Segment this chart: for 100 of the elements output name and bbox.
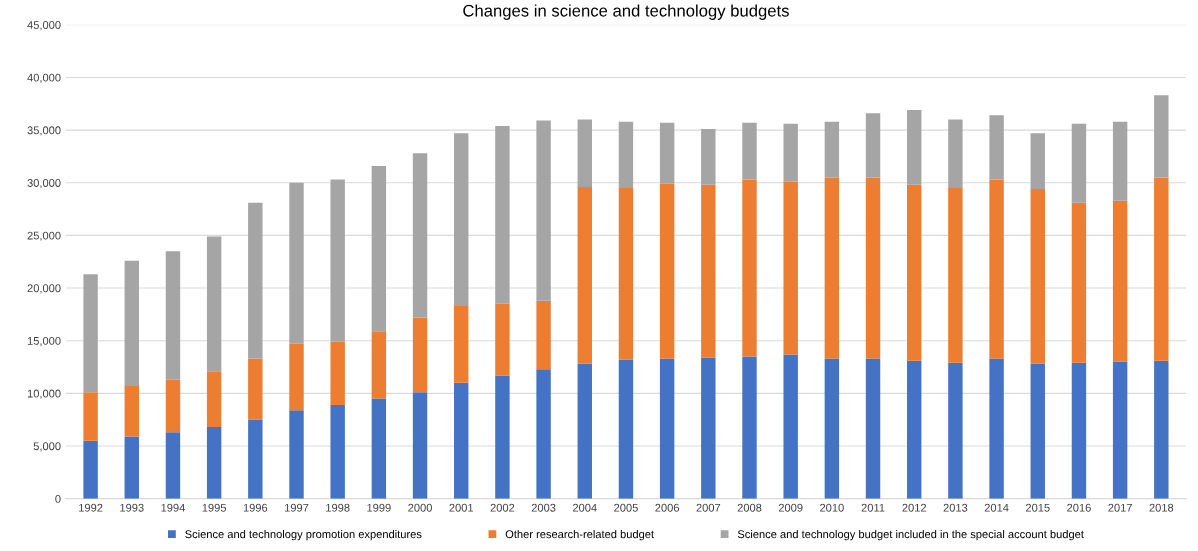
bar xyxy=(1154,95,1169,178)
x-tick-label: 1996 xyxy=(243,503,268,512)
bar xyxy=(165,251,181,380)
bar xyxy=(659,358,675,499)
bar xyxy=(989,115,1004,180)
y-tick-label: 15,000 xyxy=(27,336,61,347)
x-tick-label: 2013 xyxy=(943,503,968,512)
x-tick-label: 1992 xyxy=(79,503,103,512)
x-tick-label: 2016 xyxy=(1067,503,1091,512)
bar xyxy=(371,398,387,499)
bar xyxy=(412,317,428,393)
chart-title: Changes in science and technology budgets xyxy=(463,4,789,20)
x-tick-label: 2001 xyxy=(449,503,474,512)
bar xyxy=(1112,361,1128,499)
bar xyxy=(454,382,469,499)
bar xyxy=(989,358,1004,499)
bar xyxy=(536,369,551,499)
x-tick-label: 1999 xyxy=(367,503,391,512)
bar xyxy=(1030,189,1045,364)
bar xyxy=(907,110,922,185)
bar xyxy=(495,303,510,376)
x-tick-label: 1995 xyxy=(202,503,227,512)
bar xyxy=(289,343,304,411)
bar xyxy=(1112,200,1128,362)
bar xyxy=(659,183,675,359)
x-tick-label: 1993 xyxy=(120,503,144,512)
bar xyxy=(248,358,263,420)
bar xyxy=(989,179,1004,359)
bar xyxy=(824,177,840,359)
bar xyxy=(124,385,139,437)
bar xyxy=(371,165,387,332)
bar xyxy=(248,202,263,359)
bar xyxy=(865,113,881,178)
y-tick-label: 35,000 xyxy=(27,126,61,136)
y-tick-label: 45,000 xyxy=(27,21,61,31)
bar xyxy=(1071,362,1087,499)
bar xyxy=(824,358,840,499)
bar xyxy=(412,153,428,318)
bar xyxy=(907,360,922,499)
x-tick-label: 2006 xyxy=(655,503,680,512)
bar xyxy=(618,121,634,189)
bar xyxy=(907,184,922,361)
bar xyxy=(1071,123,1087,203)
x-tick-label: 2012 xyxy=(902,503,927,512)
x-tick-label: 2009 xyxy=(778,503,803,512)
bar xyxy=(1030,363,1045,499)
bar xyxy=(124,436,139,499)
bar xyxy=(124,260,139,386)
x-tick-label: 2010 xyxy=(820,503,844,512)
bar xyxy=(495,375,510,499)
bar xyxy=(83,274,98,393)
x-tick-label: 1994 xyxy=(161,503,185,512)
bar xyxy=(783,181,798,355)
x-tick-label: 1997 xyxy=(284,503,309,512)
bar xyxy=(289,182,304,344)
bar xyxy=(289,410,304,499)
bar xyxy=(577,119,592,187)
bar xyxy=(206,236,222,372)
bar xyxy=(865,177,881,359)
bar xyxy=(206,371,222,428)
y-tick-label: 0 xyxy=(55,494,61,503)
bar xyxy=(371,331,387,399)
bar xyxy=(742,122,757,180)
bar xyxy=(783,123,798,182)
bar xyxy=(1071,202,1087,363)
y-tick-label: 30,000 xyxy=(27,179,61,189)
x-tick-label: 2003 xyxy=(531,503,556,512)
bar xyxy=(577,363,592,499)
bar xyxy=(618,188,634,360)
legend-label: Science and technology promotion expenditures xyxy=(185,529,422,541)
bar xyxy=(577,186,592,364)
x-tick-label: 2000 xyxy=(408,503,432,512)
bar xyxy=(1030,133,1045,190)
bar xyxy=(1112,121,1128,201)
bar xyxy=(659,122,675,184)
x-tick-label: 2007 xyxy=(696,503,721,512)
bar xyxy=(824,121,840,178)
y-tick-label: 5,000 xyxy=(33,442,61,452)
bar xyxy=(701,184,716,358)
bar xyxy=(83,392,98,441)
bar xyxy=(618,359,634,499)
x-tick-label: 2011 xyxy=(861,503,885,512)
bar xyxy=(454,305,469,383)
y-tick-label: 20,000 xyxy=(27,284,61,294)
bar xyxy=(330,404,345,499)
x-tick-label: 2015 xyxy=(1025,503,1050,512)
bar xyxy=(701,357,716,499)
bar xyxy=(412,392,428,499)
x-tick-label: 2005 xyxy=(614,503,638,512)
x-tick-label: 2018 xyxy=(1149,503,1174,512)
x-tick-label: 2008 xyxy=(737,503,762,512)
bar xyxy=(165,379,181,433)
bar xyxy=(783,354,798,499)
bar xyxy=(536,300,551,370)
bar xyxy=(865,358,881,499)
bar xyxy=(454,133,469,306)
y-tick-label: 10,000 xyxy=(27,389,61,399)
bar xyxy=(1154,360,1169,499)
bar xyxy=(165,432,181,499)
legend-label: Science and technology budget included in the special account budget xyxy=(737,529,1084,541)
